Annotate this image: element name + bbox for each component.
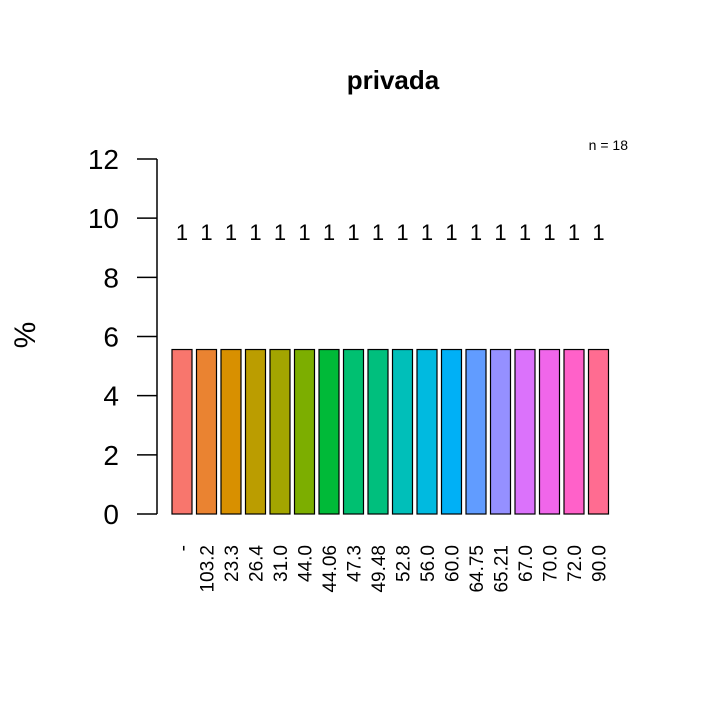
count-label: 1 xyxy=(592,220,604,245)
x-tick-label: 65.21 xyxy=(492,545,513,593)
count-label: 1 xyxy=(396,220,408,245)
bar xyxy=(538,348,561,515)
bar xyxy=(269,348,291,515)
bar xyxy=(391,348,414,515)
count-label: 1 xyxy=(494,220,506,245)
y-tick-label: 8 xyxy=(103,262,119,293)
count-label: 1 xyxy=(323,220,335,245)
y-tick-label: 6 xyxy=(103,322,119,353)
x-tick-label: 47.3 xyxy=(345,545,366,582)
bar xyxy=(293,348,316,515)
x-tick-label: 60.0 xyxy=(443,545,464,582)
y-tick-label: 4 xyxy=(103,381,119,412)
x-tick-label: 67.0 xyxy=(516,545,537,582)
count-label: 1 xyxy=(372,220,384,245)
x-tick-label: 56.0 xyxy=(418,545,439,582)
y-axis: 0 2 4 6 8 10 12 xyxy=(88,144,158,530)
bar xyxy=(220,348,242,515)
bar xyxy=(587,348,610,515)
x-tick-label: 72.0 xyxy=(565,545,586,582)
count-label: 1 xyxy=(176,220,188,245)
count-label: 1 xyxy=(225,220,237,245)
bar xyxy=(318,348,340,515)
x-tick-label: 103.2 xyxy=(198,545,219,593)
count-label: 1 xyxy=(421,220,433,245)
x-tick-label: - xyxy=(173,545,194,551)
x-tick-label: 70.0 xyxy=(541,545,562,582)
y-tick-label: 12 xyxy=(88,144,119,175)
y-tick-label: 0 xyxy=(103,499,119,530)
count-label: 1 xyxy=(568,220,580,245)
y-axis-label: % xyxy=(9,322,42,349)
count-label: 1 xyxy=(470,220,482,245)
y-tick-label: 10 xyxy=(88,203,119,234)
bar xyxy=(563,348,585,515)
bar xyxy=(244,348,267,515)
bar xyxy=(195,348,218,515)
bar xyxy=(367,348,389,515)
x-tick-label: 90.0 xyxy=(590,545,611,582)
x-tick-label: 52.8 xyxy=(394,545,415,582)
x-tick-label: 49.48 xyxy=(369,545,390,593)
count-label: 1 xyxy=(445,220,457,245)
count-label: 1 xyxy=(200,220,212,245)
count-label: 1 xyxy=(543,220,555,245)
count-label: 1 xyxy=(347,220,359,245)
sample-size-label: n = 18 xyxy=(589,137,629,153)
bars-group xyxy=(171,348,610,515)
bar xyxy=(171,348,193,515)
x-tick-label: 26.4 xyxy=(247,545,268,582)
count-label: 1 xyxy=(298,220,310,245)
x-tick-label: 23.3 xyxy=(222,545,243,582)
y-tick-label: 2 xyxy=(103,440,119,471)
x-tick-label: 44.06 xyxy=(320,545,341,593)
count-label: 1 xyxy=(519,220,531,245)
chart-title: privada xyxy=(347,65,440,95)
bar xyxy=(342,348,365,515)
count-label: 1 xyxy=(249,220,261,245)
bar xyxy=(489,348,512,515)
bar xyxy=(440,348,463,515)
x-tick-labels-group: -103.2 23.3 26.4 31.0 44.0 44.06 47.3 49.48 52.8… xyxy=(173,545,611,593)
x-tick-label: 64.75 xyxy=(467,545,488,593)
x-tick-label: 31.0 xyxy=(271,545,292,582)
x-tick-label: 44.0 xyxy=(296,545,317,582)
bar xyxy=(514,348,536,515)
bar xyxy=(416,348,438,515)
count-label: 1 xyxy=(274,220,286,245)
bar xyxy=(465,348,487,515)
